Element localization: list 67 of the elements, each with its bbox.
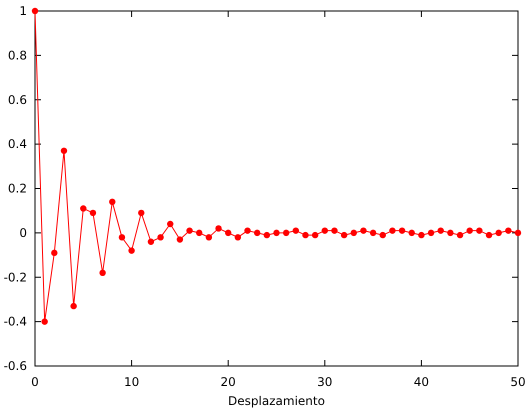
point bbox=[206, 234, 212, 241]
point bbox=[90, 210, 96, 216]
point bbox=[370, 230, 376, 236]
point bbox=[350, 230, 357, 236]
point bbox=[244, 227, 251, 234]
point bbox=[80, 205, 86, 212]
y-tick-label: 0.8 bbox=[8, 48, 27, 62]
x-tick-label: 30 bbox=[317, 375, 332, 389]
point bbox=[138, 210, 144, 216]
x-tick-label: 0 bbox=[31, 375, 39, 389]
point bbox=[476, 227, 483, 234]
point bbox=[51, 250, 58, 256]
point bbox=[380, 232, 386, 238]
x-tick-label: 20 bbox=[220, 375, 236, 389]
y-tick-label: 0.4 bbox=[8, 137, 27, 152]
point bbox=[282, 230, 290, 236]
y-tick-label: -0.4 bbox=[4, 314, 27, 329]
point bbox=[438, 227, 444, 234]
point bbox=[292, 227, 300, 234]
point bbox=[176, 236, 184, 243]
point bbox=[302, 232, 309, 238]
point bbox=[148, 238, 154, 245]
x-axis-title: Desplazamiento bbox=[228, 394, 325, 408]
point bbox=[234, 234, 242, 241]
point bbox=[456, 232, 464, 238]
point bbox=[418, 232, 425, 238]
point bbox=[128, 247, 135, 254]
point bbox=[340, 232, 348, 238]
point bbox=[41, 318, 48, 325]
point bbox=[118, 234, 126, 241]
point bbox=[331, 227, 338, 234]
point bbox=[264, 232, 270, 238]
y-tick-label: 1 bbox=[19, 4, 27, 18]
point bbox=[514, 230, 522, 236]
point bbox=[273, 230, 280, 236]
point bbox=[408, 230, 415, 236]
y-tick-label: 0.2 bbox=[8, 182, 27, 196]
point bbox=[322, 227, 328, 234]
x-tick-label: 10 bbox=[124, 375, 140, 389]
point bbox=[398, 227, 406, 234]
point bbox=[447, 230, 454, 236]
point bbox=[486, 232, 492, 238]
point bbox=[186, 227, 193, 234]
point bbox=[389, 227, 396, 234]
point bbox=[254, 230, 260, 236]
point bbox=[428, 230, 434, 236]
point bbox=[167, 220, 174, 228]
y-tick-label: -0.6 bbox=[4, 359, 27, 373]
point bbox=[157, 234, 164, 241]
point bbox=[505, 227, 512, 234]
y-tick-label: -0.2 bbox=[4, 270, 27, 284]
point bbox=[466, 227, 473, 234]
x-tick-label: 50 bbox=[510, 375, 526, 389]
point bbox=[60, 148, 68, 154]
point bbox=[225, 230, 232, 236]
point bbox=[99, 270, 106, 276]
point bbox=[495, 230, 502, 236]
point bbox=[360, 227, 367, 234]
point bbox=[32, 8, 38, 14]
x-tick-label: 40 bbox=[414, 375, 430, 389]
point bbox=[70, 302, 77, 310]
y-tick-label: 0 bbox=[19, 226, 27, 240]
point bbox=[109, 198, 116, 206]
point bbox=[196, 230, 202, 236]
point bbox=[312, 232, 318, 238]
y-tick-label: 0.6 bbox=[8, 92, 27, 107]
point bbox=[215, 225, 222, 232]
